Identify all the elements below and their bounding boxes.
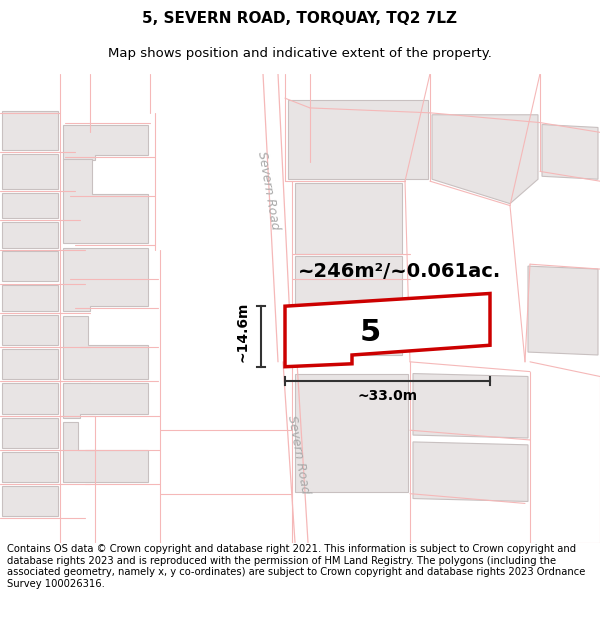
Polygon shape xyxy=(2,251,58,281)
Polygon shape xyxy=(2,111,58,150)
Text: Map shows position and indicative extent of the property.: Map shows position and indicative extent… xyxy=(108,47,492,59)
Polygon shape xyxy=(2,486,58,516)
Text: Severn Road: Severn Road xyxy=(254,151,281,231)
Polygon shape xyxy=(285,294,490,367)
Polygon shape xyxy=(63,383,148,419)
Polygon shape xyxy=(413,442,528,501)
Polygon shape xyxy=(2,452,58,482)
Text: ~14.6m: ~14.6m xyxy=(236,301,250,362)
Text: ~246m²/~0.061ac.: ~246m²/~0.061ac. xyxy=(298,261,502,281)
Polygon shape xyxy=(2,349,58,379)
Polygon shape xyxy=(63,316,148,379)
Polygon shape xyxy=(528,266,598,355)
Text: Severn Road: Severn Road xyxy=(284,414,311,495)
Text: ~33.0m: ~33.0m xyxy=(358,389,418,403)
Polygon shape xyxy=(2,285,58,311)
Text: Contains OS data © Crown copyright and database right 2021. This information is : Contains OS data © Crown copyright and d… xyxy=(7,544,586,589)
Polygon shape xyxy=(63,159,148,242)
Polygon shape xyxy=(295,256,402,355)
Polygon shape xyxy=(2,222,58,248)
Polygon shape xyxy=(288,100,428,179)
Polygon shape xyxy=(295,183,402,254)
Polygon shape xyxy=(542,124,598,179)
Polygon shape xyxy=(2,383,58,414)
Polygon shape xyxy=(413,374,528,438)
Polygon shape xyxy=(2,418,58,447)
Polygon shape xyxy=(2,154,58,189)
Polygon shape xyxy=(63,124,148,159)
Polygon shape xyxy=(63,248,148,311)
Text: 5, SEVERN ROAD, TORQUAY, TQ2 7LZ: 5, SEVERN ROAD, TORQUAY, TQ2 7LZ xyxy=(143,11,458,26)
Polygon shape xyxy=(2,193,58,218)
Polygon shape xyxy=(2,315,58,345)
Polygon shape xyxy=(295,374,408,492)
Text: 5: 5 xyxy=(359,318,380,347)
Polygon shape xyxy=(63,422,148,482)
Polygon shape xyxy=(432,115,538,204)
